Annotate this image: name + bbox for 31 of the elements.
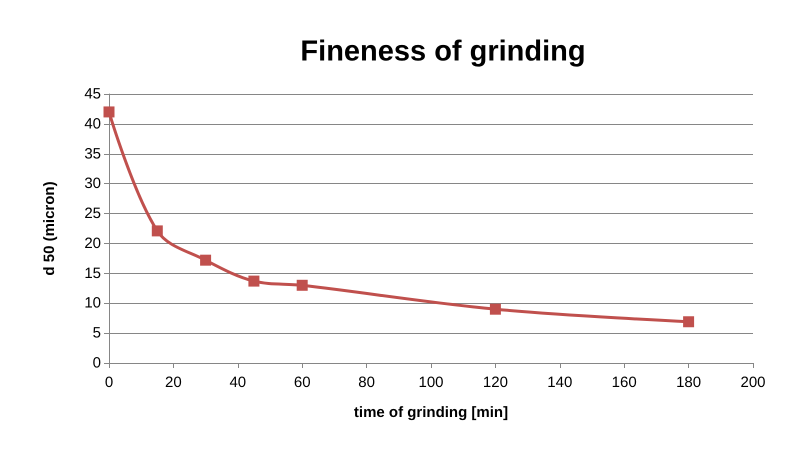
point xyxy=(104,106,114,118)
x-tick-label: 100 xyxy=(418,374,444,391)
y-tick-label: 35 xyxy=(84,145,101,162)
point xyxy=(296,280,308,291)
point xyxy=(152,225,163,236)
x-tick-label: 20 xyxy=(165,374,182,391)
x-tick-label: 140 xyxy=(547,374,572,391)
y-tick-label: 25 xyxy=(84,205,101,222)
y-tick-label: 10 xyxy=(84,294,101,312)
x-tick-label: 60 xyxy=(294,374,311,391)
y-tick-label: 0 xyxy=(92,354,101,372)
y-axis-title: d 50 (micron) xyxy=(41,181,58,276)
x-axis-title: time of grinding [min] xyxy=(354,404,508,421)
point xyxy=(200,254,212,266)
x-tick-label: 160 xyxy=(612,374,637,391)
x-tick-label: 80 xyxy=(358,374,375,391)
chart-title: Fineness of grinding xyxy=(300,36,586,68)
y-tick-label: 15 xyxy=(84,264,101,282)
point xyxy=(248,276,260,287)
x-tick-label: 120 xyxy=(482,374,508,391)
point xyxy=(683,316,694,328)
x-tick-label: 200 xyxy=(740,374,766,391)
point xyxy=(490,304,501,315)
x-tick-label: 180 xyxy=(676,374,702,391)
x-tick-label: 40 xyxy=(229,374,246,391)
y-tick-label: 40 xyxy=(84,115,101,132)
x-tick-label: 0 xyxy=(104,374,114,391)
y-tick-label: 45 xyxy=(84,86,101,102)
y-tick-label: 20 xyxy=(84,234,101,252)
y-tick-label: 30 xyxy=(84,175,101,192)
y-tick-label: 5 xyxy=(92,324,101,342)
